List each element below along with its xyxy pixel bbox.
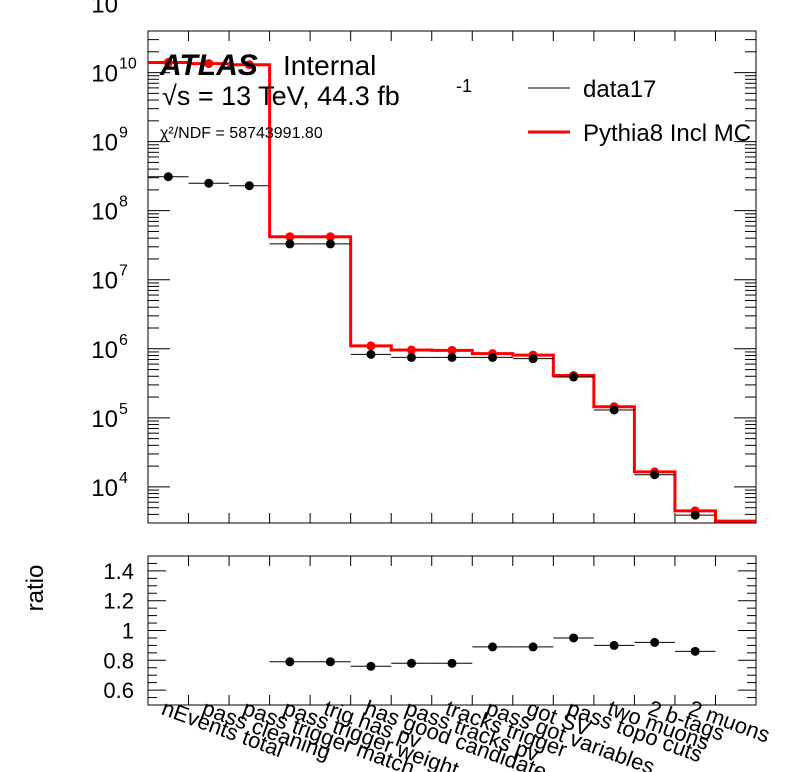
y-tick-label-exponent: 9: [119, 125, 128, 142]
chi2-label: χ²/NDF = 58743991.80: [160, 125, 323, 142]
y-tick-label-exponent: 4: [119, 470, 128, 487]
mc-point: [325, 232, 335, 242]
energy-label: √s = 13 TeV, 44.3 fb: [162, 81, 400, 111]
y-tick-label: 10: [91, 61, 118, 88]
y-tick-label-exponent: 11: [119, 0, 136, 4]
y-tick-label: 10: [91, 130, 118, 157]
ratio-point: [690, 646, 700, 656]
ratio-point: [325, 657, 335, 667]
mc-point: [285, 232, 295, 242]
ratio-y-tick-label: 0.6: [103, 678, 134, 703]
y-tick-label: 10: [91, 475, 118, 502]
data-point: [528, 354, 538, 364]
ratio-point: [650, 637, 660, 647]
ratio-point: [609, 640, 619, 650]
top-y-ticks: [148, 30, 756, 524]
legend-mc-label: Pythia8 Incl MC: [583, 120, 751, 147]
top-plot-frame: [147, 30, 757, 524]
internal-label: Internal: [283, 50, 376, 81]
data-point: [690, 510, 700, 520]
data-point: [406, 352, 416, 362]
ratio-point: [366, 661, 376, 671]
data-point: [163, 172, 173, 182]
energy-superscript: -1: [456, 76, 472, 96]
y-tick-label: 10: [91, 199, 118, 226]
mc-point: [204, 59, 214, 69]
ratio-point: [569, 633, 579, 643]
y-tick-label-exponent: 10: [119, 56, 137, 73]
y-tick-label: 10: [91, 406, 118, 433]
top-y-tick-labels: 10410510610710810910101011: [91, 0, 137, 502]
ratio-axis-label: ratio: [22, 565, 49, 612]
ratio-point: [488, 642, 498, 652]
data-points: [148, 172, 716, 520]
ratio-plot-frame: [147, 555, 757, 706]
ratio-y-tick-label: 1: [122, 619, 134, 644]
ratio-point: [447, 658, 457, 668]
y-tick-label-exponent: 8: [119, 194, 128, 211]
y-tick-label: 10: [91, 0, 118, 19]
data-point: [488, 352, 498, 362]
data-point: [447, 352, 457, 362]
data-point: [650, 470, 660, 480]
y-tick-label-exponent: 6: [119, 332, 128, 349]
ratio-point: [528, 642, 538, 652]
y-tick-label: 10: [91, 337, 118, 364]
ratio-y-tick-label: 0.8: [103, 648, 134, 673]
data-point: [366, 349, 376, 359]
ratio-y-ticks: [148, 555, 756, 706]
ratio-x-ticks: [147, 556, 757, 705]
data-point: [569, 372, 579, 382]
atlas-label: ATLAS: [159, 49, 258, 82]
mc-histogram: [148, 60, 756, 523]
y-tick-label-exponent: 5: [119, 401, 128, 418]
y-tick-label-exponent: 7: [119, 263, 128, 280]
ratio-y-tick-labels: 0.6 0.8 1 1.2 1.4: [103, 559, 134, 703]
legend-data17-label: data17: [583, 76, 656, 103]
mc-point: [244, 60, 254, 70]
legend: data17 Pythia8 Incl MC: [528, 76, 751, 147]
mc-point: [447, 345, 457, 355]
mc-point: [366, 341, 376, 351]
data-point: [244, 181, 254, 191]
data-point: [204, 178, 214, 188]
mc-point: [406, 345, 416, 355]
mc-point: [163, 57, 173, 67]
data-point: [285, 239, 295, 249]
ratio-y-tick-label: 1.4: [103, 559, 134, 584]
data-point: [325, 239, 335, 249]
data-point: [609, 405, 619, 415]
ratio-point: [285, 657, 295, 667]
ratio-points: [269, 633, 716, 671]
ratio-y-tick-label: 1.2: [103, 589, 134, 614]
mc-step-line: [148, 60, 756, 523]
y-tick-label: 10: [91, 268, 118, 295]
ratio-point: [406, 658, 416, 668]
